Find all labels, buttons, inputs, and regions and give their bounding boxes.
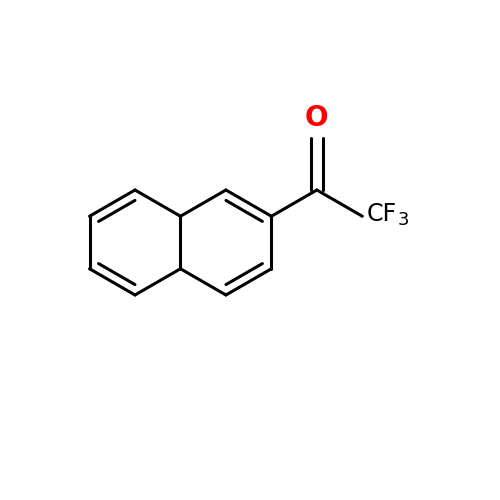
Text: CF: CF <box>366 202 396 226</box>
Text: O: O <box>305 104 328 132</box>
Text: 3: 3 <box>398 211 409 229</box>
